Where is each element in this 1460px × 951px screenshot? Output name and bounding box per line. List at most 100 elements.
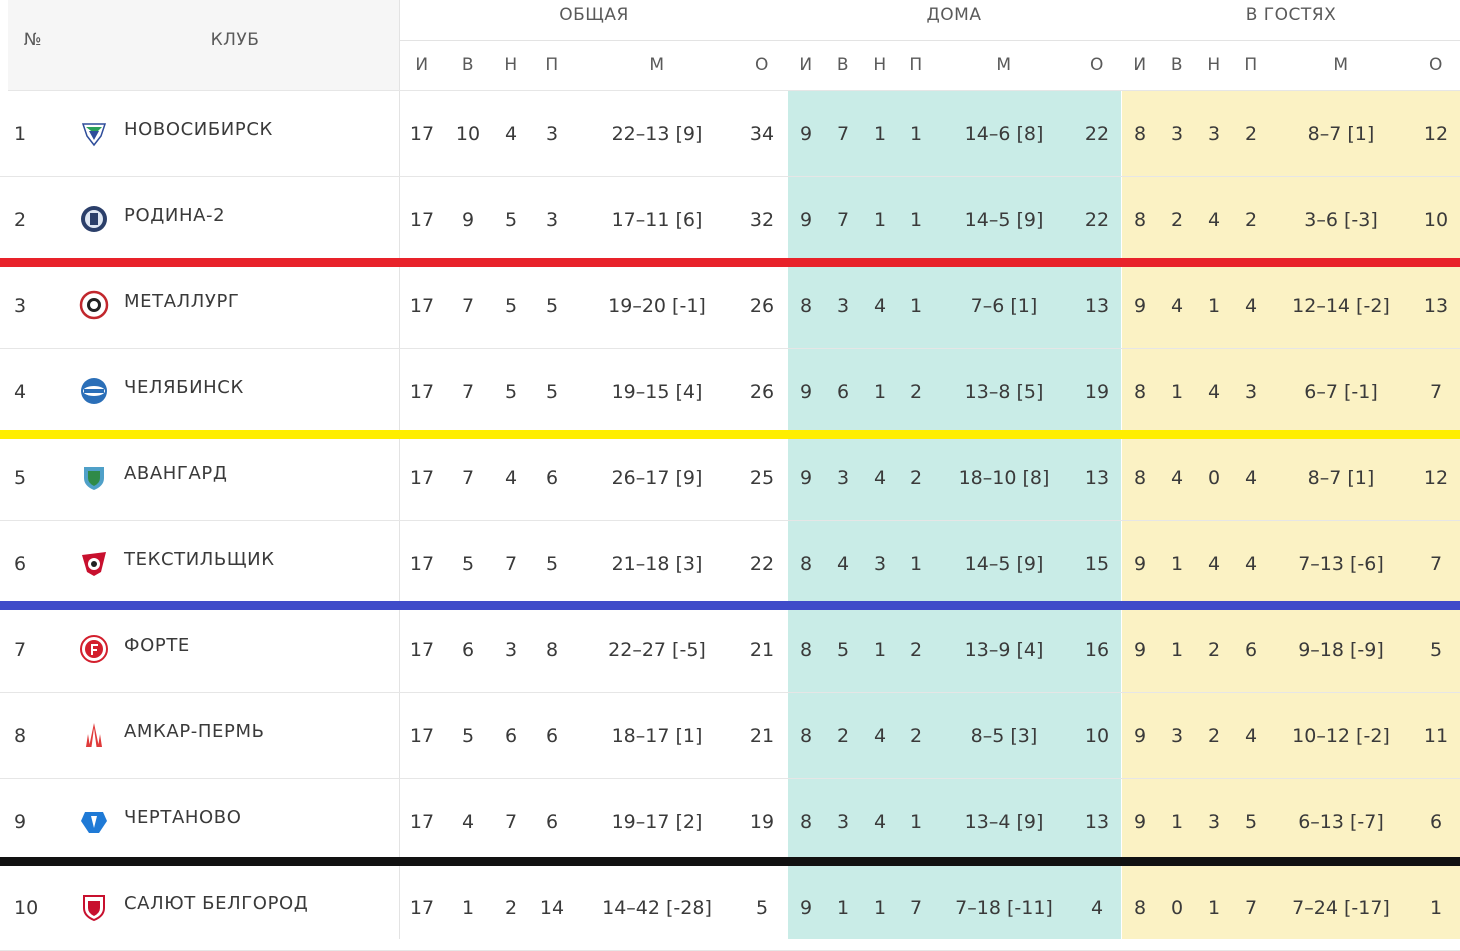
cell-total-points: 26 [749, 381, 775, 403]
cell-away-drawn: 3 [1207, 123, 1221, 145]
header-col-total-4[interactable]: М [649, 55, 665, 75]
club-name-link[interactable]: НОВОСИБИРСК [124, 91, 273, 177]
table-row[interactable]: 9 ЧЕРТАНОВО 17 4 7 6 19–17 [2] 19 8 3 4 1 13–4 [9] 13… [0, 779, 1460, 865]
cell-home-lost: 1 [909, 811, 923, 833]
cell-home-goals: 14–5 [9] [964, 553, 1044, 575]
cell-total-goals: 19–17 [2] [611, 811, 703, 833]
cell-total-points: 26 [749, 295, 775, 317]
cell-away-won: 1 [1170, 553, 1184, 575]
cell-away-goals: 8–7 [1] [1307, 123, 1375, 145]
cell-total-won: 4 [461, 811, 475, 833]
cell-away-drawn: 1 [1207, 897, 1221, 919]
cell-total-points: 32 [749, 209, 775, 231]
cell-away-points: 5 [1429, 639, 1443, 661]
cell-total-goals: 22–27 [-5] [608, 639, 706, 661]
cell-away-points: 12 [1423, 467, 1449, 489]
header-col-away-1[interactable]: В [1170, 55, 1184, 75]
amkar-logo-icon [79, 720, 109, 750]
cell-home-lost: 2 [909, 381, 923, 403]
cell-home-drawn: 4 [873, 725, 887, 747]
cell-home-points: 22 [1084, 209, 1110, 231]
cell-home-won: 5 [836, 639, 850, 661]
header-group-home: ДОМА [926, 5, 982, 25]
header-col-total-1[interactable]: В [461, 55, 475, 75]
cell-away-points: 6 [1429, 811, 1443, 833]
header-col-away-5[interactable]: О [1429, 55, 1443, 75]
cell-total-drawn: 4 [504, 467, 518, 489]
cell-away-drawn: 2 [1207, 639, 1221, 661]
table-row[interactable]: 7 ФОРТЕ 17 6 3 8 22–27 [-5] 21 8 5 1 2 13–9 [4] 16 9 1 2… [0, 607, 1460, 693]
header-col-home-2[interactable]: Н [873, 55, 887, 75]
cell-away-lost: 4 [1244, 725, 1258, 747]
tekstilshchik-logo-icon [79, 548, 109, 578]
table-row[interactable]: 10 САЛЮТ БЕЛГОРОД 17 1 2 14 14–42 [-28] 5 9 1 1 7 7–… [0, 865, 1460, 951]
club-name-text: ФОРТЕ [124, 635, 190, 656]
header-col-home-1[interactable]: В [836, 55, 850, 75]
away-column-bg [1122, 91, 1460, 939]
table-row[interactable]: 8 АМКАР-ПЕРМЬ 17 5 6 6 18–17 [1] 21 8 2 4 2 8–5 [3] 1… [0, 693, 1460, 779]
cell-home-goals: 8–5 [3] [970, 725, 1038, 747]
header-col-total-0[interactable]: И [415, 55, 429, 75]
cell-away-points: 11 [1423, 725, 1449, 747]
table-row[interactable]: 6 ТЕКСТИЛЬЩИК 17 5 7 5 21–18 [3] 22 8 4 3 1 14–5 [9]… [0, 521, 1460, 607]
position-number: 9 [14, 811, 27, 833]
cell-away-played: 9 [1133, 639, 1147, 661]
table-row[interactable]: 1 НОВОСИБИРСК 17 10 4 3 22–13 [9] 34 9 7 1 1 14–6 [8… [0, 91, 1460, 177]
header-col-total-2[interactable]: Н [504, 55, 518, 75]
club-name-text: МЕТАЛЛУРГ [124, 291, 240, 312]
table-row[interactable]: 2 РОДИНА-2 17 9 5 3 17–11 [6] 32 9 7 1 1 14–5 [9] 22 8… [0, 177, 1460, 263]
cell-total-played: 17 [409, 123, 435, 145]
cell-total-points: 19 [749, 811, 775, 833]
cell-away-lost: 7 [1244, 897, 1258, 919]
club-name-link[interactable]: АМКАР-ПЕРМЬ [124, 693, 265, 779]
zone-divider [0, 430, 1460, 439]
club-name-link[interactable]: АВАНГАРД [124, 435, 228, 521]
header-col-home-5[interactable]: О [1090, 55, 1104, 75]
header-col-home-0[interactable]: И [799, 55, 813, 75]
cell-total-played: 17 [409, 811, 435, 833]
cell-away-won: 1 [1170, 639, 1184, 661]
club-name-link[interactable]: МЕТАЛЛУРГ [124, 263, 239, 349]
club-name-link[interactable]: ЧЕРТАНОВО [124, 779, 242, 865]
cell-home-won: 6 [836, 381, 850, 403]
header-col-away-3[interactable]: П [1244, 55, 1258, 75]
cell-total-drawn: 5 [504, 381, 518, 403]
club-name-link[interactable]: ТЕКСТИЛЬЩИК [124, 521, 275, 607]
table-row[interactable]: 3 МЕТАЛЛУРГ 17 7 5 5 19–20 [-1] 26 8 3 4 1 7–6 [1] 13… [0, 263, 1460, 349]
header-col-total-3[interactable]: П [545, 55, 559, 75]
cell-away-lost: 4 [1244, 467, 1258, 489]
header-col-away-0[interactable]: И [1133, 55, 1147, 75]
forte-logo-icon [79, 634, 109, 664]
cell-home-points: 13 [1084, 295, 1110, 317]
cell-home-drawn: 4 [873, 811, 887, 833]
club-name-link[interactable]: РОДИНА-2 [124, 177, 225, 263]
club-name-link[interactable]: САЛЮТ БЕЛГОРОД [124, 865, 308, 951]
header-col-total-5[interactable]: О [755, 55, 769, 75]
club-name-link[interactable]: ФОРТЕ [124, 607, 190, 693]
club-name-text: САЛЮТ БЕЛГОРОД [124, 893, 309, 914]
cell-total-played: 17 [409, 897, 435, 919]
cell-away-goals: 7–24 [-17] [1292, 897, 1390, 919]
header-col-home-4[interactable]: М [996, 55, 1012, 75]
cell-home-played: 8 [799, 553, 813, 575]
cell-total-lost: 3 [545, 123, 559, 145]
cell-home-played: 9 [799, 209, 813, 231]
cell-total-drawn: 5 [504, 209, 518, 231]
cell-total-won: 6 [461, 639, 475, 661]
cell-total-played: 17 [409, 725, 435, 747]
cell-home-lost: 1 [909, 123, 923, 145]
header-club[interactable]: КЛУБ [210, 30, 260, 50]
header-col-home-3[interactable]: П [909, 55, 923, 75]
cell-home-won: 7 [836, 209, 850, 231]
cell-total-goals: 19–20 [-1] [608, 295, 706, 317]
header-col-away-2[interactable]: Н [1207, 55, 1221, 75]
cell-away-played: 9 [1133, 725, 1147, 747]
table-row[interactable]: 4 ЧЕЛЯБИНСК 17 7 5 5 19–15 [4] 26 9 6 1 2 13–8 [5] 19… [0, 349, 1460, 435]
table-row[interactable]: 5 АВАНГАРД 17 7 4 6 26–17 [9] 25 9 3 4 2 18–10 [8] 13… [0, 435, 1460, 521]
club-name-link[interactable]: ЧЕЛЯБИНСК [124, 349, 244, 435]
cell-total-won: 1 [461, 897, 475, 919]
cell-away-lost: 2 [1244, 209, 1258, 231]
cell-away-played: 9 [1133, 295, 1147, 317]
header-col-away-4[interactable]: М [1333, 55, 1349, 75]
cell-total-drawn: 5 [504, 295, 518, 317]
